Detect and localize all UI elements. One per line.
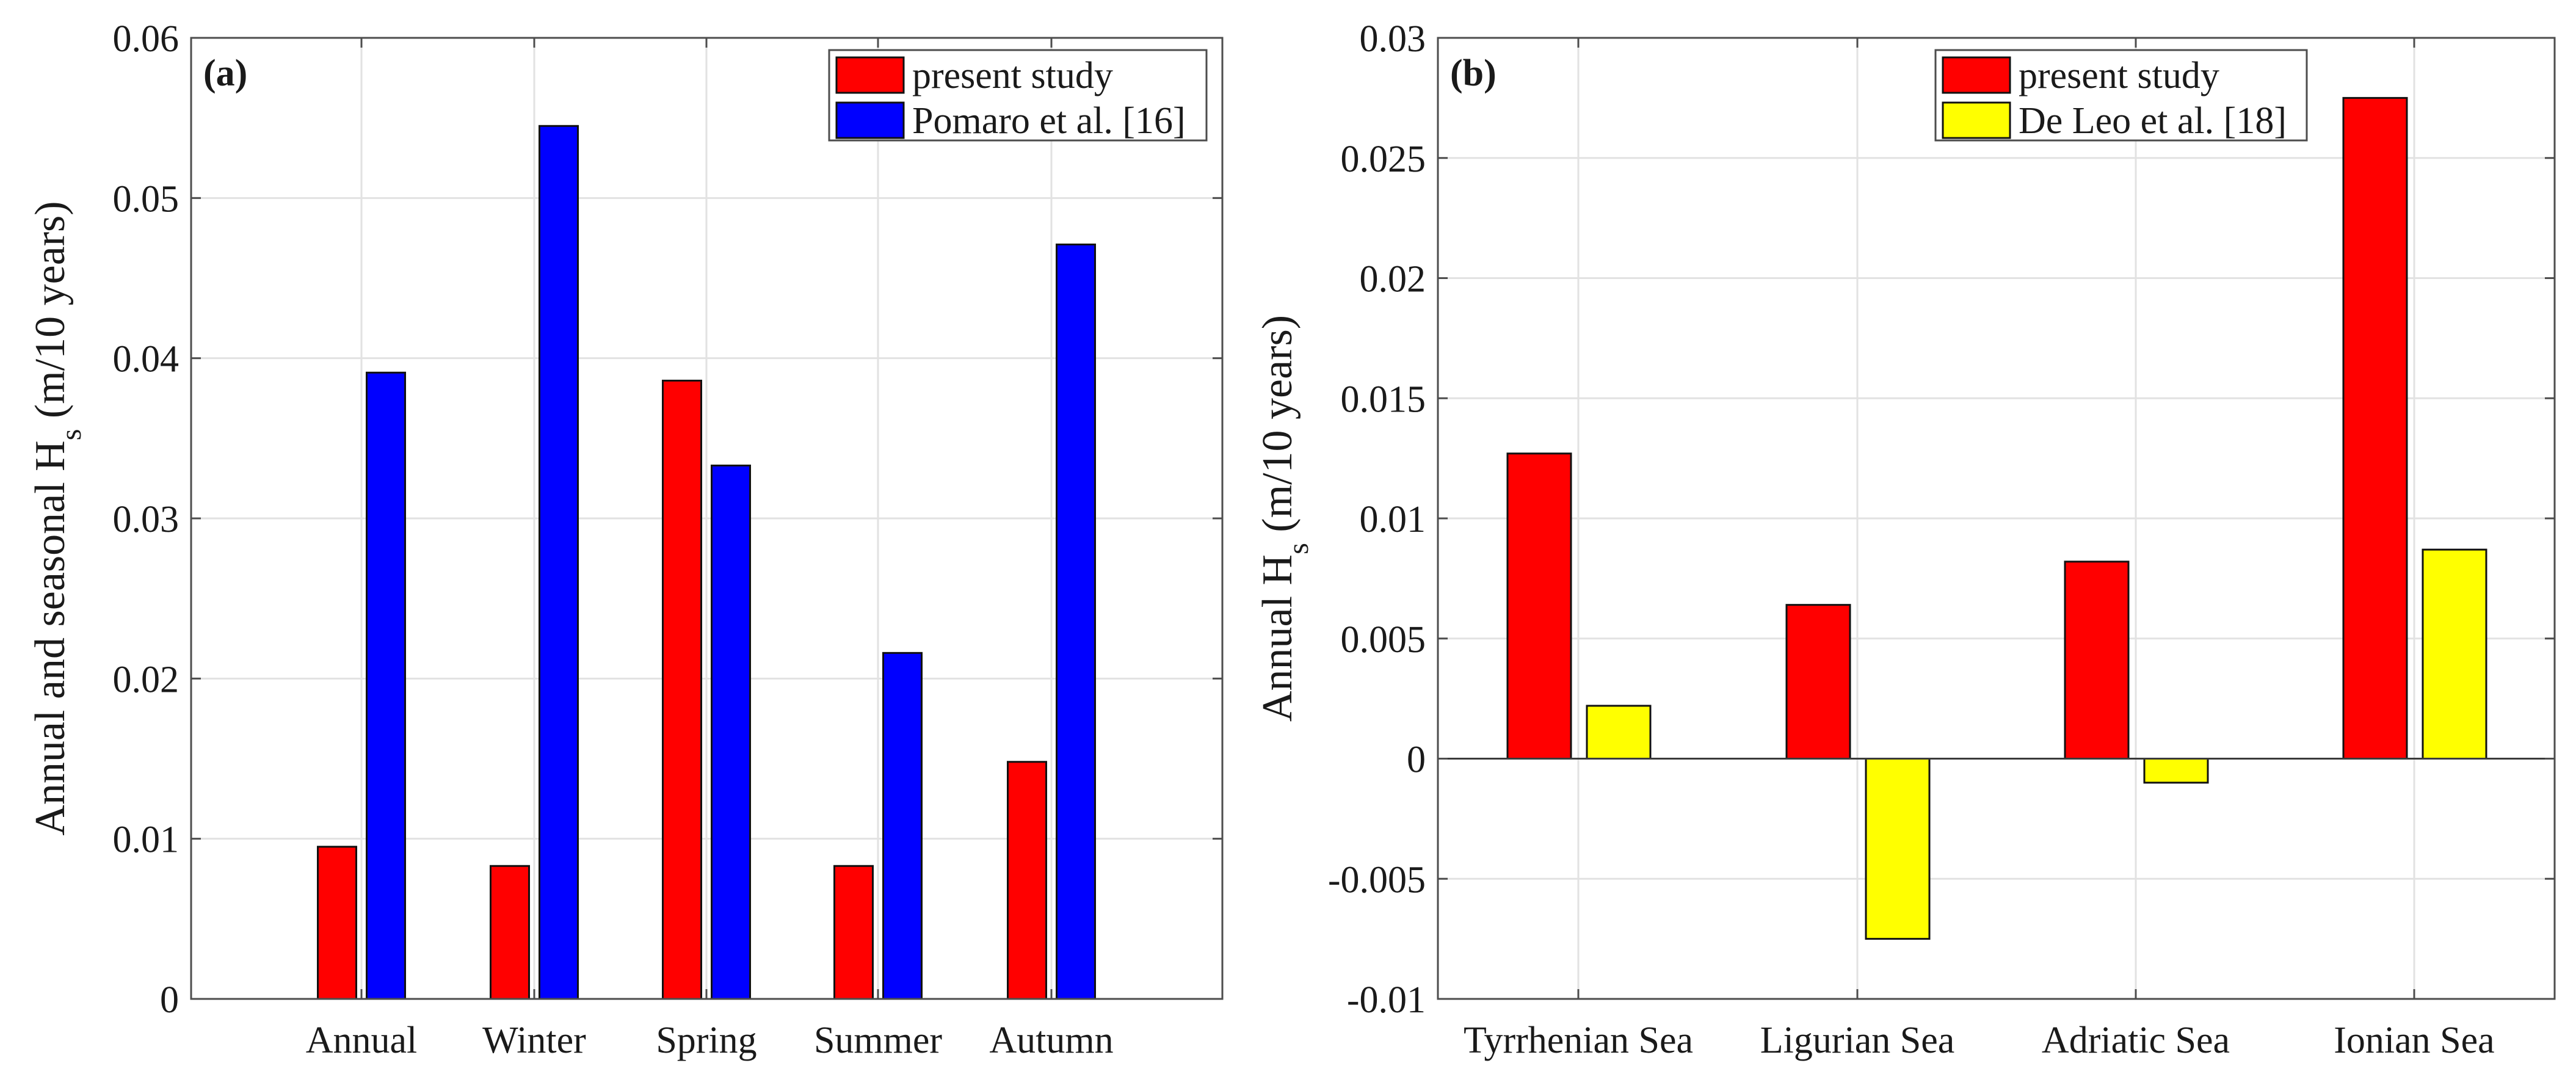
bar-pomaro-et-al-16--winter xyxy=(539,125,579,1000)
panel-label: (a) xyxy=(203,53,247,94)
y-axis-label: Annual Hs (m/10 years) xyxy=(1254,315,1315,722)
panel-label: (b) xyxy=(1450,53,1497,94)
bar-de-leo-et-al-18--adriatic-sea xyxy=(2143,758,2209,784)
legend-entry: Pomaro et al. [16] xyxy=(912,100,1186,142)
y-tick-label: 0.03 xyxy=(113,499,180,540)
bar-present-study-ligurian-sea xyxy=(1785,604,1851,760)
legend-entry: present study xyxy=(2019,55,2219,96)
bar-pomaro-et-al-16--autumn xyxy=(1056,243,1096,1000)
y-axis-label-units: (m/10 years) xyxy=(1254,315,1301,543)
x-tick-label: Annual xyxy=(306,1020,418,1061)
y-tick-label: 0.01 xyxy=(1360,499,1426,540)
x-tick-label: Spring xyxy=(656,1020,756,1061)
x-tick-label: Ionian Sea xyxy=(2334,1020,2494,1061)
x-tick-label: Ligurian Sea xyxy=(1760,1020,1955,1061)
legend-swatch xyxy=(1942,56,2011,94)
bar-present-study-winter xyxy=(490,865,530,1000)
bar-present-study-adriatic-sea xyxy=(2064,561,2130,760)
bar-present-study-autumn xyxy=(1007,761,1047,1000)
bar-pomaro-et-al-16--summer xyxy=(882,651,923,1000)
x-tick-label: Tyrrhenian Sea xyxy=(1464,1020,1693,1061)
x-tick-label: Adriatic Sea xyxy=(2042,1020,2230,1061)
legend-swatch xyxy=(835,101,905,139)
x-tick-label: Autumn xyxy=(989,1020,1113,1061)
bar-de-leo-et-al-18--ligurian-sea xyxy=(1865,758,1931,940)
y-tick-label: -0.01 xyxy=(1347,979,1426,1021)
x-tick-label: Winter xyxy=(482,1020,586,1061)
y-tick-label: 0 xyxy=(160,979,179,1021)
chart-panel-b: -0.01 -0.005 0 0.005 0.01 0.015 0.02 0.025 0.03 T… xyxy=(1254,18,2556,1061)
legend-entry: present study xyxy=(912,55,1113,96)
y-tick-label: 0.01 xyxy=(113,819,180,861)
legend-entry: De Leo et al. [18] xyxy=(2019,100,2287,142)
y-axis-label: Annual and seasonal Hs (m/10 years) xyxy=(27,201,87,835)
y-axis-label-subscript: s xyxy=(1282,543,1315,554)
y-tick-label: 0.06 xyxy=(113,18,180,60)
y-tick-label: 0.005 xyxy=(1341,619,1426,661)
y-axis-label-main: Annual H xyxy=(1254,554,1301,722)
chart-panel-a: 0 0.01 0.02 0.03 0.04 0.05 0.06 Annual Winter Spr… xyxy=(27,18,1224,1061)
bar-de-leo-et-al-18--tyrrhenian-sea xyxy=(1586,705,1652,760)
y-tick-label: 0.02 xyxy=(113,659,180,700)
y-axis-label-subscript: s xyxy=(55,429,87,441)
y-axis-label-main: Annual and seasonal H xyxy=(27,440,74,835)
y-tick-label: 0.03 xyxy=(1360,18,1426,60)
bar-pomaro-et-al-16--spring xyxy=(711,464,751,1000)
x-tick-label: Summer xyxy=(814,1020,942,1061)
bar-present-study-annual xyxy=(317,846,357,1000)
bar-present-study-summer xyxy=(833,865,874,1000)
bar-present-study-tyrrhenian-sea xyxy=(1506,452,1572,760)
y-axis-label-units: (m/10 years) xyxy=(27,201,74,429)
legend-swatch xyxy=(1942,101,2011,139)
legend-swatch xyxy=(835,56,905,94)
bar-pomaro-et-al-16--annual xyxy=(366,371,406,1000)
y-tick-label: 0.015 xyxy=(1341,379,1426,420)
bar-present-study-spring xyxy=(662,379,702,1000)
y-tick-label: -0.005 xyxy=(1328,859,1426,901)
y-tick-label: 0.04 xyxy=(113,339,180,380)
y-tick-label: 0.02 xyxy=(1360,259,1426,300)
y-tick-label: 0.025 xyxy=(1341,139,1426,180)
y-tick-label: 0 xyxy=(1407,739,1426,781)
bar-de-leo-et-al-18--ionian-sea xyxy=(2422,548,2487,760)
bar-present-study-ionian-sea xyxy=(2342,96,2408,760)
y-tick-label: 0.05 xyxy=(113,178,180,220)
